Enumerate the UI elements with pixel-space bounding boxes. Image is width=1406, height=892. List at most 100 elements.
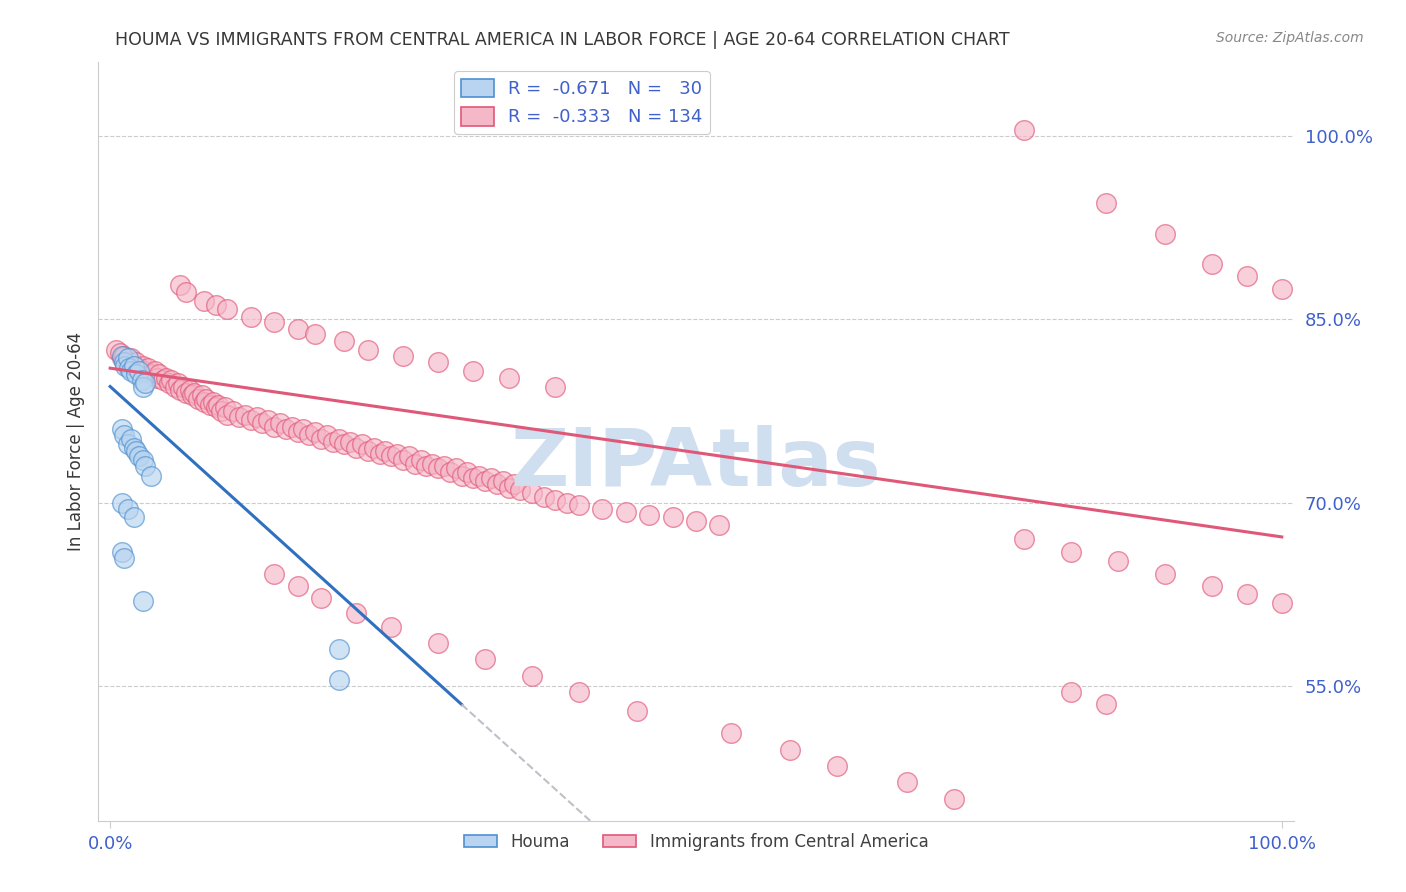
Point [179, 383, 201, 397]
Point [456, 465, 478, 479]
Point [1201, 579, 1223, 593]
Point [380, 620, 402, 634]
Point [111, 496, 134, 510]
Point [252, 416, 274, 430]
Point [896, 774, 918, 789]
Point [398, 449, 420, 463]
Point [427, 636, 450, 650]
Point [503, 477, 526, 491]
Point [392, 349, 415, 363]
Point [134, 363, 156, 377]
Point [322, 434, 344, 449]
Point [187, 392, 209, 406]
Point [136, 361, 159, 376]
Legend: Houma, Immigrants from Central America: Houma, Immigrants from Central America [457, 827, 935, 858]
Point [131, 373, 153, 387]
Point [281, 420, 304, 434]
Text: ZIPAtlas: ZIPAtlas [510, 425, 882, 503]
Text: Source: ZipAtlas.com: Source: ZipAtlas.com [1216, 31, 1364, 45]
Point [1107, 554, 1129, 568]
Point [157, 376, 180, 390]
Point [357, 343, 380, 357]
Point [132, 593, 155, 607]
Point [287, 425, 309, 439]
Point [204, 401, 226, 415]
Point [146, 371, 169, 385]
Point [128, 361, 150, 376]
Point [128, 449, 150, 463]
Point [1012, 122, 1035, 136]
Point [304, 326, 326, 341]
Point [357, 444, 380, 458]
Point [638, 508, 661, 522]
Point [1271, 596, 1294, 610]
Point [117, 351, 139, 366]
Point [214, 401, 236, 415]
Point [309, 432, 332, 446]
Point [111, 544, 134, 558]
Point [498, 371, 520, 385]
Point [1236, 587, 1258, 601]
Point [344, 606, 367, 620]
Point [167, 376, 190, 390]
Point [207, 398, 229, 412]
Point [169, 278, 191, 293]
Point [533, 490, 555, 504]
Point [333, 334, 356, 349]
Point [479, 471, 502, 485]
Point [112, 355, 135, 369]
Point [333, 437, 356, 451]
Point [217, 302, 239, 317]
Point [172, 379, 194, 393]
Point [111, 422, 134, 436]
Point [105, 343, 128, 357]
Point [263, 566, 285, 581]
Point [368, 447, 391, 461]
Point [316, 428, 339, 442]
Point [132, 453, 155, 467]
Point [211, 404, 233, 418]
Point [415, 458, 437, 473]
Point [117, 501, 139, 516]
Point [287, 322, 309, 336]
Point [779, 742, 801, 756]
Point [204, 297, 226, 311]
Point [298, 428, 321, 442]
Point [568, 498, 591, 512]
Point [141, 368, 163, 382]
Point [120, 363, 142, 377]
Point [509, 483, 531, 498]
Point [141, 468, 163, 483]
Point [1271, 282, 1294, 296]
Point [709, 517, 731, 532]
Point [128, 363, 150, 377]
Point [474, 652, 496, 666]
Point [117, 355, 139, 369]
Point [444, 461, 467, 475]
Point [409, 453, 432, 467]
Point [433, 458, 456, 473]
Point [661, 510, 683, 524]
Point [117, 437, 139, 451]
Point [108, 346, 131, 360]
Point [720, 725, 742, 739]
Point [1012, 533, 1035, 547]
Point [463, 471, 485, 485]
Point [544, 493, 567, 508]
Point [122, 441, 145, 455]
Point [122, 359, 145, 373]
Point [825, 758, 848, 772]
Point [193, 395, 215, 409]
Point [169, 383, 191, 397]
Y-axis label: In Labor Force | Age 20-64: In Labor Force | Age 20-64 [66, 332, 84, 551]
Point [352, 437, 374, 451]
Point [1060, 544, 1083, 558]
Point [233, 408, 256, 422]
Point [125, 368, 148, 382]
Point [183, 385, 205, 400]
Point [1201, 257, 1223, 271]
Point [380, 449, 402, 463]
Point [118, 361, 141, 376]
Point [450, 468, 472, 483]
Point [498, 481, 520, 495]
